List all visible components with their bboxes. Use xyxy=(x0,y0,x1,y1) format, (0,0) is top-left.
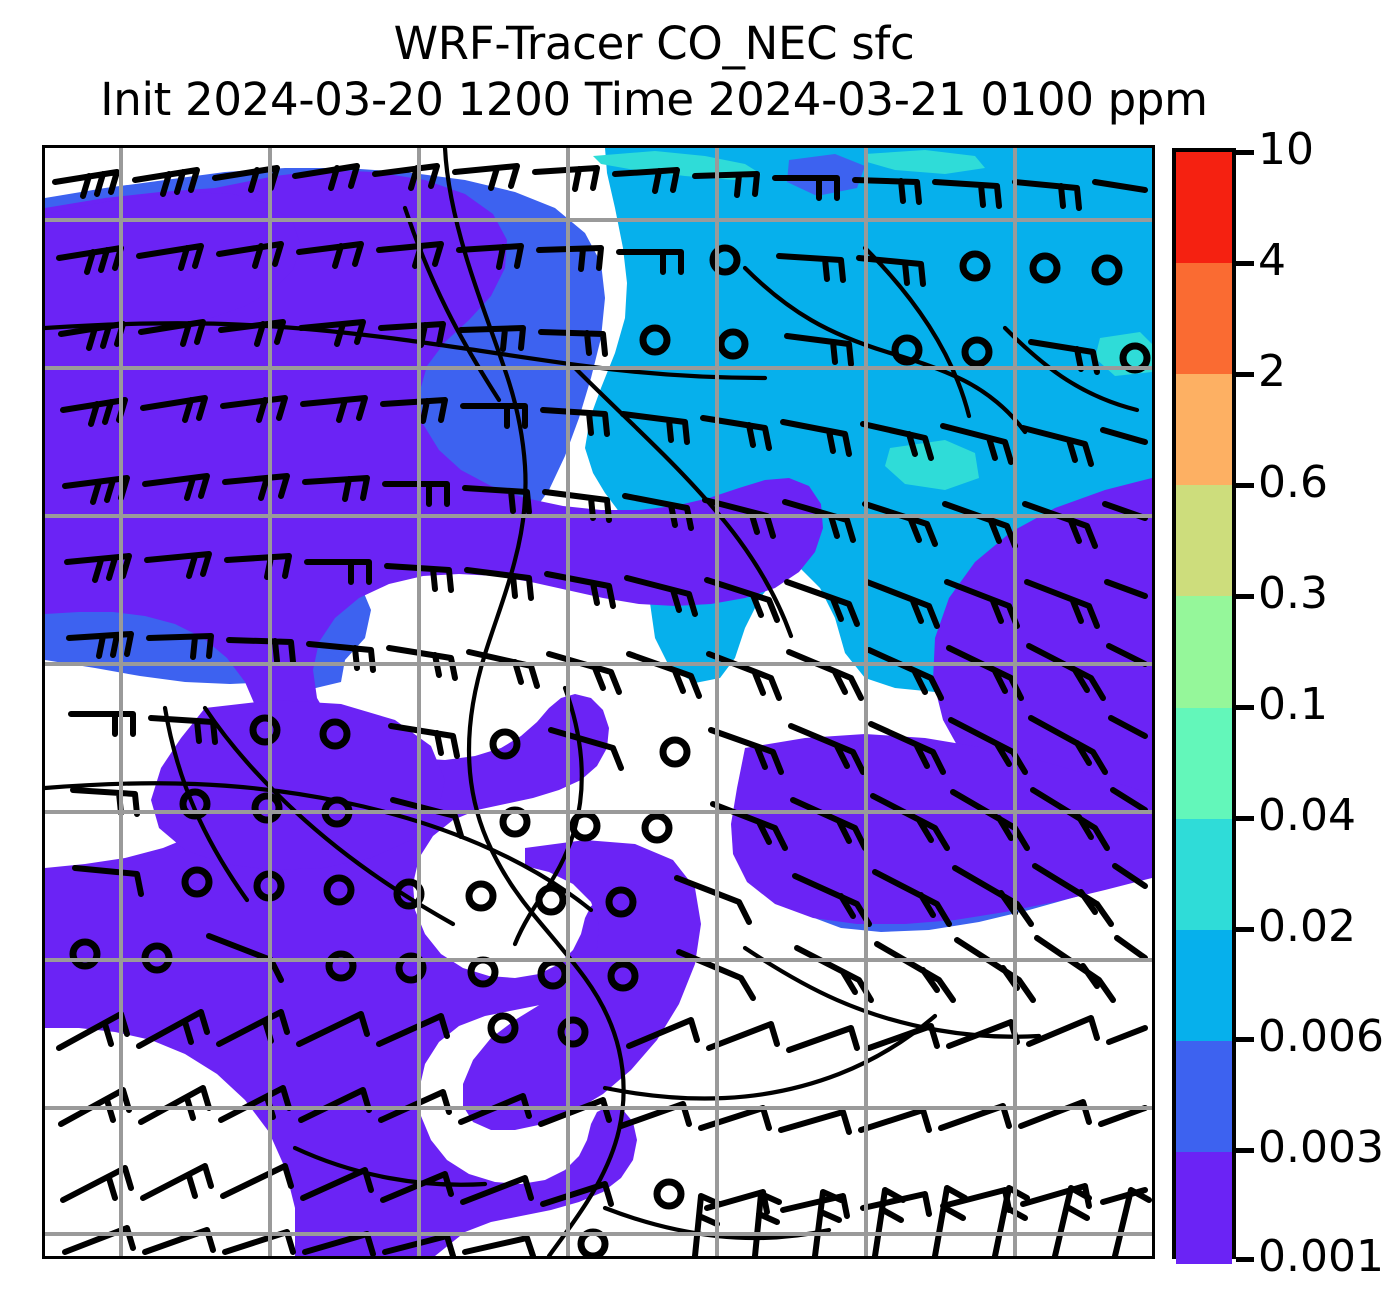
colorbar-tick-label: 10 xyxy=(1258,124,1314,175)
colorbar-band xyxy=(1176,374,1232,486)
wind-barb-row xyxy=(60,395,1148,467)
colorbar-tick xyxy=(1236,483,1254,488)
wind-barb-row xyxy=(692,1185,1152,1256)
colorbar-band xyxy=(1176,818,1232,931)
colorbar-tick-label: 0.3 xyxy=(1258,568,1328,619)
border-ne xyxy=(862,245,972,419)
colorbar-tick-label: 0.006 xyxy=(1258,1011,1384,1062)
colorbar-tick xyxy=(1236,1257,1254,1262)
border-state-2 xyxy=(572,365,794,639)
contour-band-violet-upper xyxy=(45,192,301,338)
map-clip xyxy=(45,148,1152,1256)
colorbar-tick xyxy=(1236,705,1254,710)
colorbar-tick-label: 4 xyxy=(1258,235,1286,286)
colorbar-band xyxy=(1176,1151,1232,1264)
colorbar-tick-label: 0.04 xyxy=(1258,790,1356,841)
wind-barb-row xyxy=(56,1009,1148,1053)
colorbar-band xyxy=(1176,707,1232,820)
border-inland-2 xyxy=(202,705,456,927)
colorbar-tick xyxy=(1236,594,1254,599)
colorbar-tick-label: 0.1 xyxy=(1258,679,1328,730)
coastline-layer xyxy=(45,148,1140,1256)
filled-contour-layer xyxy=(45,148,1152,1256)
colorbar-band xyxy=(1176,485,1232,597)
colorbar-tick xyxy=(1236,1037,1254,1042)
figure-title-line2: Init 2024-03-20 1200 Time 2024-03-21 010… xyxy=(100,73,1208,126)
figure-title-line1: WRF-Tracer CO_NEC sfc xyxy=(393,17,915,70)
colorbar xyxy=(1172,148,1236,1264)
colorbar-tick xyxy=(1236,372,1254,377)
colorbar-tick xyxy=(1236,1148,1254,1153)
contour-band-violet-sw xyxy=(151,700,445,870)
coastline-se xyxy=(742,945,1042,1039)
contour-band-turquoise-3 xyxy=(885,440,979,490)
border-state-1 xyxy=(45,321,768,381)
colorbar-tick-label: 0.003 xyxy=(1258,1122,1384,1173)
coastline-sw xyxy=(292,1145,488,1187)
wind-barb-row xyxy=(62,1225,609,1256)
map-plot-area xyxy=(42,145,1155,1259)
wind-barb-row xyxy=(64,551,1148,629)
wind-barb-row xyxy=(52,163,1148,211)
contour-band-turquoise-2 xyxy=(865,150,985,174)
wind-barb-row xyxy=(68,711,1148,775)
colorbar-band xyxy=(1176,263,1232,375)
coastline-south xyxy=(602,1013,938,1101)
colorbar-tick-label: 0.6 xyxy=(1258,457,1328,508)
river-1 xyxy=(402,205,502,403)
colorbar-tick xyxy=(1236,927,1254,932)
colorbar-band xyxy=(1176,929,1232,1042)
wind-barb-row xyxy=(69,933,1148,1003)
colorbar-tick-label: 0.02 xyxy=(1258,901,1356,952)
colorbar-tick-label: 0.001 xyxy=(1258,1231,1384,1282)
colorbar-tick-label: 2 xyxy=(1258,346,1286,397)
colorbar-band xyxy=(1176,1040,1232,1153)
colorbar-tick xyxy=(1236,150,1254,155)
map-canvas xyxy=(45,148,1152,1256)
coastline-far-e xyxy=(1002,325,1140,413)
contour-band-violet-finger xyxy=(463,840,701,1130)
colorbar-tick xyxy=(1236,816,1254,821)
contour-band-violet-main xyxy=(45,170,823,1256)
colorbar-band xyxy=(1176,152,1232,264)
latlon-grid xyxy=(45,148,1152,1256)
figure-title: WRF-Tracer CO_NEC sfc Init 2024-03-20 12… xyxy=(0,16,1308,128)
coastline-east xyxy=(742,265,1028,435)
colorbar-tick xyxy=(1236,261,1254,266)
colorbar-band xyxy=(1176,596,1232,709)
